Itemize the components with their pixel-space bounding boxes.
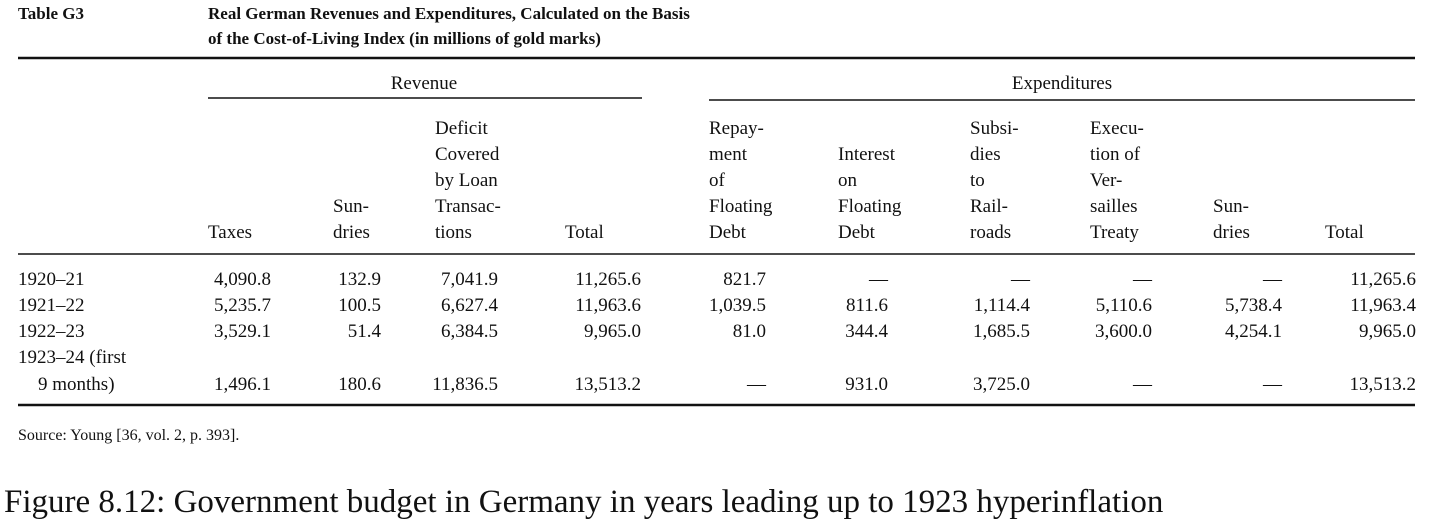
cell: 6,384.5	[441, 321, 498, 342]
cell: 4,090.8	[214, 269, 271, 290]
cell: —	[1262, 269, 1283, 290]
cell: 4,254.1	[1225, 321, 1282, 342]
column-header: sailles	[1090, 196, 1138, 217]
cell: 5,738.4	[1225, 295, 1283, 316]
cell: 9,965.0	[1359, 321, 1416, 342]
cell: 6,627.4	[441, 295, 499, 316]
table-title: Real German Revenues and Expenditures, C…	[208, 4, 690, 23]
source: Source: Young [36, vol. 2, p. 393].	[18, 427, 239, 444]
column-header: Rail-	[970, 196, 1008, 217]
cell: 5,235.7	[214, 295, 271, 316]
column-header: Repay-	[709, 118, 764, 139]
column-header: by Loan	[435, 170, 498, 191]
cell: 11,265.6	[1350, 269, 1416, 290]
column-header: Taxes	[208, 222, 252, 243]
cell: —	[1262, 374, 1283, 395]
row-label: 9 months)	[38, 374, 115, 395]
cell: 11,963.6	[575, 295, 641, 316]
group-header: Expenditures	[1012, 73, 1112, 94]
cell: 13,513.2	[575, 374, 642, 395]
column-header: Total	[565, 222, 604, 243]
column-header: Debt	[838, 222, 876, 243]
column-header: Total	[1325, 222, 1364, 243]
cell: 100.5	[338, 295, 381, 316]
column-header: tion of	[1090, 144, 1141, 165]
row-label: 1921–22	[18, 295, 85, 316]
column-header: Sun-	[1213, 196, 1249, 217]
column-header: Transac-	[435, 196, 501, 217]
cell: 931.0	[845, 374, 888, 395]
cell: 3,600.0	[1095, 321, 1152, 342]
column-header: Interest	[838, 144, 896, 165]
column-header: dies	[970, 144, 1001, 165]
cell: 5,110.6	[1096, 295, 1152, 316]
cell: 180.6	[338, 374, 381, 395]
column-header: roads	[970, 222, 1011, 243]
table-title: of the Cost-of-Living Index (in millions…	[208, 29, 601, 48]
cell: —	[868, 269, 889, 290]
cell: 11,265.6	[575, 269, 641, 290]
cell: 3,725.0	[973, 374, 1030, 395]
column-header: of	[709, 170, 726, 191]
cell: 1,685.5	[973, 321, 1030, 342]
cell: —	[1132, 374, 1153, 395]
column-header: Sun-	[333, 196, 369, 217]
cell: 13,513.2	[1350, 374, 1417, 395]
cell: —	[746, 374, 767, 395]
column-header: Floating	[709, 196, 773, 217]
cell: 811.6	[846, 295, 888, 316]
cell: 1,114.4	[974, 295, 1031, 316]
column-header: Execu-	[1090, 118, 1144, 139]
table-label: Table G3	[18, 4, 84, 23]
column-header: Subsi-	[970, 118, 1019, 139]
cell: 11,836.5	[432, 374, 498, 395]
column-header: on	[838, 170, 858, 191]
cell: —	[1132, 269, 1153, 290]
cell: —	[1010, 269, 1031, 290]
cell: 344.4	[845, 321, 888, 342]
column-header: Covered	[435, 144, 500, 165]
column-header: Floating	[838, 196, 902, 217]
column-header: dries	[333, 222, 370, 243]
column-header: Ver-	[1090, 170, 1122, 191]
cell: 81.0	[733, 321, 766, 342]
column-header: ment	[709, 144, 748, 165]
cell: 51.4	[348, 321, 382, 342]
row-label: 1923–24 (first	[18, 347, 127, 368]
column-header: Deficit	[435, 118, 488, 139]
column-header: dries	[1213, 222, 1250, 243]
cell: 821.7	[723, 269, 766, 290]
cell: 1,039.5	[709, 295, 766, 316]
column-header: tions	[435, 222, 472, 243]
column-header: Treaty	[1090, 222, 1139, 243]
column-header: Debt	[709, 222, 747, 243]
row-label: 1922–23	[18, 321, 85, 342]
cell: 11,963.4	[1350, 295, 1416, 316]
column-header: to	[970, 170, 985, 191]
row-label: 1920–21	[18, 269, 85, 290]
group-header: Revenue	[391, 73, 457, 94]
caption: Figure 8.12: Government budget in German…	[4, 484, 1163, 520]
cell: 132.9	[338, 269, 381, 290]
cell: 7,041.9	[441, 269, 498, 290]
cell: 3,529.1	[214, 321, 271, 342]
cell: 1,496.1	[214, 374, 271, 395]
cell: 9,965.0	[584, 321, 641, 342]
